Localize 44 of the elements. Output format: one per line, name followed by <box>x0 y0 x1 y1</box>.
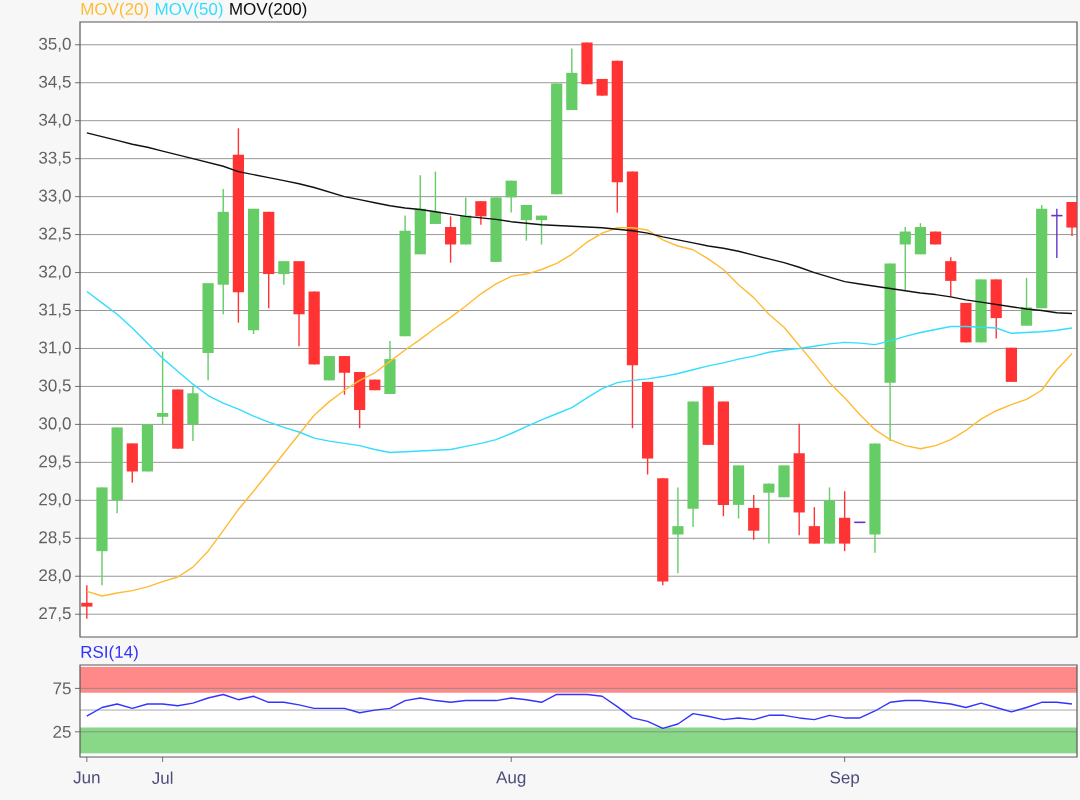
x-tick-label: Jun <box>73 771 100 784</box>
y-tick-label: 33,0 <box>39 189 71 204</box>
y-tick-label: 28,5 <box>39 531 71 546</box>
line-series <box>86 290 1073 454</box>
text: MOV(200) <box>230 2 307 19</box>
candlestick <box>81 584 93 620</box>
text: MOV(50) <box>155 2 223 19</box>
y-tick-label: 29,0 <box>39 493 71 508</box>
text: RSI(14) <box>81 645 138 662</box>
y-tick-label: 33,5 <box>39 151 71 166</box>
y-tick-label: 34,5 <box>39 75 71 90</box>
y-tick-label: 30,5 <box>39 379 71 394</box>
y-tick-label: 29,5 <box>39 455 71 470</box>
candlestick <box>763 482 775 545</box>
candlestick <box>278 260 290 286</box>
text: MOV(20) <box>81 2 149 19</box>
candlestick <box>505 179 517 214</box>
candlestick <box>429 170 442 225</box>
candlestick <box>899 226 911 291</box>
candlestick <box>475 200 487 226</box>
y-tick-label: 75 <box>53 682 71 695</box>
candlestick <box>945 256 957 298</box>
candlestick <box>1020 277 1033 327</box>
y-tick-label: 31,0 <box>39 341 71 356</box>
line-series <box>86 227 1073 597</box>
candlestick <box>444 215 457 264</box>
y-tick-label: 34,0 <box>39 113 71 128</box>
y-tick-label: 35,0 <box>39 37 71 52</box>
y-tick-label: 28,0 <box>39 569 71 584</box>
y-tick-label: 31,5 <box>39 303 71 318</box>
candlestick <box>808 506 820 545</box>
y-tick-label: 32,0 <box>39 265 71 280</box>
candlestick <box>748 494 760 541</box>
y-tick-label: 30,0 <box>39 417 71 432</box>
y-tick-label: 27,5 <box>39 607 71 622</box>
x-tick-label: Jul <box>152 771 173 785</box>
candlestick <box>520 204 532 242</box>
y-tick-label: 32,5 <box>39 227 71 242</box>
candlestick <box>157 350 169 426</box>
x-tick-label: Sep <box>830 771 860 787</box>
candlestick <box>672 486 684 574</box>
x-tick-label: Aug <box>496 771 526 787</box>
candlestick <box>338 355 351 396</box>
y-tick-label: 25 <box>53 725 71 738</box>
